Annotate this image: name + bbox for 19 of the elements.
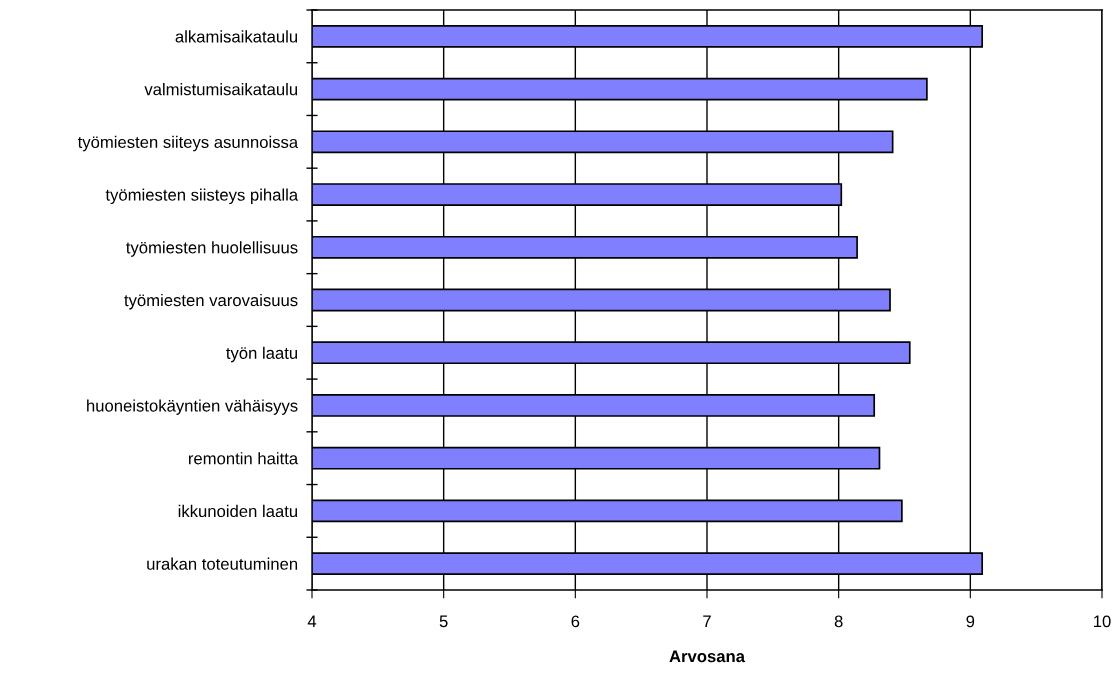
- x-tick-label: 9: [966, 615, 975, 628]
- y-tick-label: huoneistokäyntien vähäisyys: [87, 399, 298, 415]
- x-axis-title: Arvosana: [669, 650, 746, 663]
- x-tick-label: 8: [834, 615, 843, 628]
- x-tick-label: 4: [307, 615, 317, 628]
- x-tick-label: 6: [571, 615, 580, 628]
- y-tick-label: valmistumisaikataulu: [144, 83, 298, 96]
- x-tick-label: 10: [1094, 615, 1111, 628]
- y-tick-label: työmiesten siiteys asunnoissa: [77, 135, 299, 152]
- y-tick-label: urakan toteutuminen: [147, 557, 298, 570]
- y-tick-label: remontin haitta: [188, 452, 299, 465]
- x-tick-label: 7: [703, 615, 711, 628]
- y-tick-label: ikkunoiden laatu: [178, 504, 298, 518]
- x-tick-label: 5: [439, 615, 448, 628]
- y-tick-label: työmiesten siisteys pihalla: [105, 188, 299, 205]
- y-tick-label: alkamisaikataulu: [175, 30, 298, 43]
- y-tick-label: työmiesten huolellisuus: [126, 241, 298, 257]
- y-tick-label: työn laatu: [226, 346, 298, 363]
- y-tick-label: työmiesten varovaisuus: [124, 293, 298, 310]
